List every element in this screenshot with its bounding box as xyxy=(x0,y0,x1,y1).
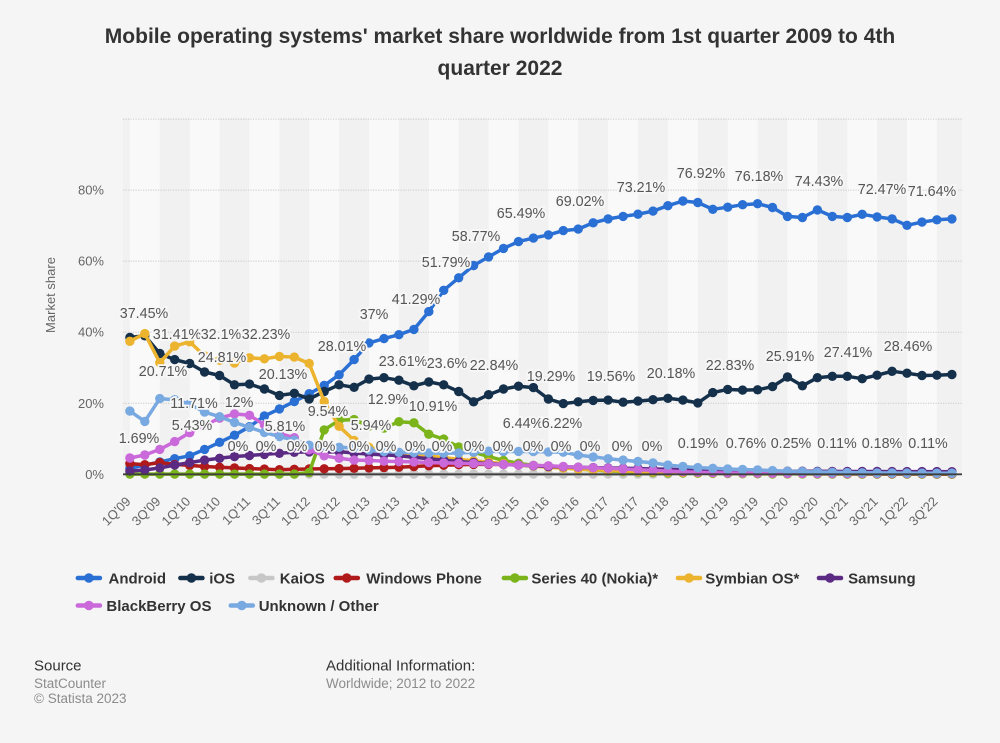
svg-text:58.77%: 58.77% xyxy=(452,229,501,245)
svg-text:0.11%: 0.11% xyxy=(817,436,857,452)
svg-text:25.91%: 25.91% xyxy=(766,349,815,365)
svg-text:0%: 0% xyxy=(405,439,426,455)
svg-text:0%: 0% xyxy=(432,439,453,455)
svg-text:5.94%: 5.94% xyxy=(351,418,392,434)
svg-text:Samsung: Samsung xyxy=(848,570,916,587)
svg-text:© Statista 2023: © Statista 2023 xyxy=(34,691,127,706)
svg-text:20.13%: 20.13% xyxy=(259,367,308,383)
svg-text:6.22%: 6.22% xyxy=(542,416,583,432)
svg-text:80%: 80% xyxy=(78,183,104,198)
svg-text:0%: 0% xyxy=(464,439,485,455)
svg-text:28.46%: 28.46% xyxy=(884,339,933,355)
svg-text:73.21%: 73.21% xyxy=(617,180,666,196)
svg-text:StatCounter: StatCounter xyxy=(34,676,107,691)
svg-text:0%: 0% xyxy=(376,439,397,455)
svg-text:22.84%: 22.84% xyxy=(470,358,519,374)
svg-text:60%: 60% xyxy=(78,254,104,269)
svg-text:0%: 0% xyxy=(287,439,308,455)
svg-text:40%: 40% xyxy=(78,325,104,340)
svg-text:31.41%: 31.41% xyxy=(153,327,202,343)
svg-text:0.19%: 0.19% xyxy=(678,436,719,452)
svg-text:65.49%: 65.49% xyxy=(497,206,546,222)
svg-text:32.23%: 32.23% xyxy=(242,327,291,343)
svg-text:71.64%: 71.64% xyxy=(908,184,957,200)
svg-text:20.71%: 20.71% xyxy=(139,364,188,380)
svg-text:Series 40 (Nokia)*: Series 40 (Nokia)* xyxy=(531,570,658,587)
svg-text:37%: 37% xyxy=(360,307,389,323)
svg-text:0%: 0% xyxy=(315,439,336,455)
svg-text:22.83%: 22.83% xyxy=(706,358,755,374)
svg-text:0.11%: 0.11% xyxy=(908,436,948,452)
svg-text:20.18%: 20.18% xyxy=(647,366,696,382)
svg-text:1.69%: 1.69% xyxy=(119,431,160,447)
svg-text:5.81%: 5.81% xyxy=(265,419,306,435)
svg-text:0%: 0% xyxy=(493,439,514,455)
svg-text:0%: 0% xyxy=(612,439,633,455)
svg-text:0%: 0% xyxy=(85,467,104,482)
svg-text:23.61%: 23.61% xyxy=(379,354,428,370)
svg-text:0%: 0% xyxy=(256,439,277,455)
svg-text:0%: 0% xyxy=(349,439,370,455)
svg-text:24.81%: 24.81% xyxy=(198,350,247,366)
svg-text:20%: 20% xyxy=(78,396,104,411)
svg-text:19.29%: 19.29% xyxy=(527,369,576,385)
svg-text:Android: Android xyxy=(109,570,167,587)
svg-text:Market share: Market share xyxy=(43,257,58,333)
svg-text:0.76%: 0.76% xyxy=(726,436,767,452)
svg-text:Source: Source xyxy=(34,658,82,675)
svg-text:28.01%: 28.01% xyxy=(318,339,367,355)
svg-text:quarter 2022: quarter 2022 xyxy=(438,57,563,80)
svg-text:23.6%: 23.6% xyxy=(427,356,468,372)
svg-text:72.47%: 72.47% xyxy=(858,182,907,198)
svg-text:Additional Information:: Additional Information: xyxy=(326,658,475,675)
svg-text:0.18%: 0.18% xyxy=(862,436,903,452)
svg-text:12.9%: 12.9% xyxy=(368,392,409,408)
svg-text:iOS: iOS xyxy=(209,570,235,587)
svg-text:27.41%: 27.41% xyxy=(824,345,873,361)
svg-text:0%: 0% xyxy=(642,439,663,455)
svg-text:Unknown / Other: Unknown / Other xyxy=(259,598,379,615)
svg-text:Worldwide; 2012 to 2022: Worldwide; 2012 to 2022 xyxy=(326,676,475,691)
svg-text:Windows Phone: Windows Phone xyxy=(366,570,482,587)
svg-text:10.91%: 10.91% xyxy=(409,399,458,415)
svg-text:12%: 12% xyxy=(225,395,254,411)
svg-text:76.18%: 76.18% xyxy=(735,169,784,185)
svg-text:11.71%: 11.71% xyxy=(170,396,218,412)
svg-text:6.44%: 6.44% xyxy=(503,416,544,432)
svg-text:BlackBerry OS: BlackBerry OS xyxy=(106,598,211,615)
svg-text:51.79%: 51.79% xyxy=(422,255,471,271)
svg-text:0.25%: 0.25% xyxy=(771,436,812,452)
svg-text:76.92%: 76.92% xyxy=(677,166,726,182)
svg-text:9.54%: 9.54% xyxy=(308,404,349,420)
svg-text:32.1%: 32.1% xyxy=(201,327,242,343)
svg-text:19.56%: 19.56% xyxy=(587,369,636,385)
svg-text:74.43%: 74.43% xyxy=(795,174,844,190)
svg-text:41.29%: 41.29% xyxy=(392,292,441,308)
svg-text:0%: 0% xyxy=(551,439,572,455)
svg-text:5.43%: 5.43% xyxy=(172,418,213,434)
svg-text:Mobile operating systems' mark: Mobile operating systems' market share w… xyxy=(105,25,895,48)
svg-text:Symbian OS*: Symbian OS* xyxy=(705,570,799,587)
svg-text:0%: 0% xyxy=(523,439,544,455)
svg-text:0%: 0% xyxy=(228,439,249,455)
svg-text:37.45%: 37.45% xyxy=(120,306,169,322)
svg-text:KaiOS: KaiOS xyxy=(280,570,325,587)
svg-text:0%: 0% xyxy=(580,439,601,455)
svg-text:69.02%: 69.02% xyxy=(556,194,605,210)
